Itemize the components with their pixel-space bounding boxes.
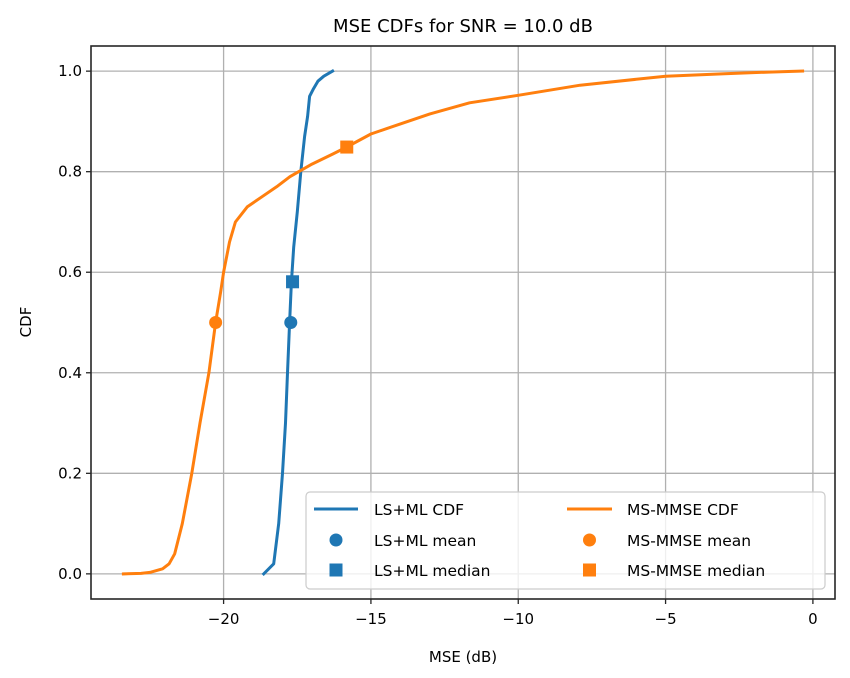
y-tick-label: 0.2 — [58, 464, 82, 482]
legend-label-ls-ml-median: LS+ML median — [374, 562, 491, 580]
x-tick-label: −10 — [502, 610, 534, 628]
y-tick-label: 0.4 — [58, 364, 82, 382]
y-tick-label: 0.8 — [58, 163, 82, 181]
axis-ticks: −20 −15 −10 −5 0 0.0 0.2 0.4 0.6 0.8 1.0 — [58, 62, 818, 628]
y-tick-label: 0.6 — [58, 263, 82, 281]
legend-label-ms-mmse-mean: MS-MMSE mean — [627, 532, 751, 550]
legend-label-ms-mmse-cdf: MS-MMSE CDF — [627, 501, 739, 519]
x-tick-label: −15 — [355, 610, 387, 628]
ls-ml-mean-marker — [284, 316, 298, 329]
legend-handle-ms-mmse-median — [583, 563, 596, 577]
x-tick-label: −5 — [655, 610, 677, 628]
legend-label-ls-ml-mean: LS+ML mean — [374, 532, 476, 550]
x-tick-label: −20 — [208, 610, 240, 628]
legend: LS+ML CDF LS+ML mean LS+ML median MS-MMSE C… — [305, 491, 826, 590]
ms-mmse-median-marker — [340, 140, 354, 154]
y-axis-label: CDF — [17, 307, 35, 338]
legend-handle-ms-mmse-mean — [583, 533, 596, 547]
legend-label-ms-mmse-median: MS-MMSE median — [627, 562, 765, 580]
chart-title: MSE CDFs for SNR = 10.0 dB — [333, 16, 593, 37]
x-tick-label: 0 — [808, 610, 818, 628]
ls-ml-cdf-line — [261, 69, 335, 577]
plot-markers — [209, 140, 354, 329]
plot-series — [121, 69, 805, 577]
ms-mmse-mean-marker — [209, 316, 223, 329]
legend-label-ls-ml-cdf: LS+ML CDF — [374, 501, 464, 519]
ls-ml-median-marker — [286, 275, 300, 289]
y-tick-label: 1.0 — [58, 62, 82, 80]
legend-handle-ls-ml-mean — [329, 533, 343, 547]
axes-frame — [90, 45, 836, 600]
x-axis-label: MSE (dB) — [429, 648, 497, 666]
y-tick-label: 0.0 — [58, 565, 82, 583]
ms-mmse-cdf-line — [121, 69, 805, 576]
legend-box — [305, 491, 826, 590]
legend-handle-ls-ml-median — [329, 563, 343, 577]
grid — [91, 46, 835, 599]
